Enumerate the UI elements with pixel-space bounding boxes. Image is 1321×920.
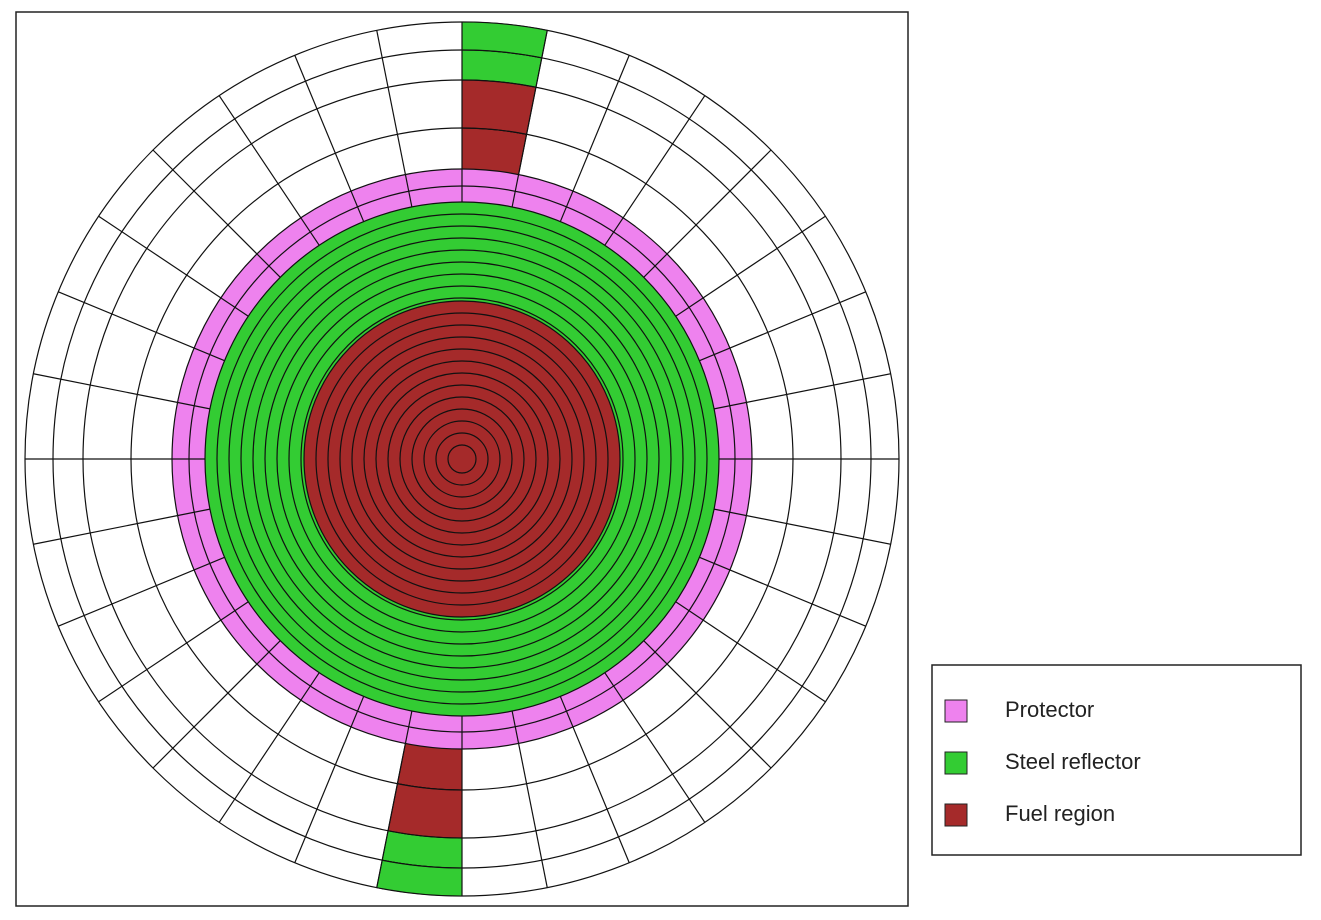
spoke [294,55,365,222]
spoke [559,696,630,863]
spoke [713,373,891,410]
region [461,127,528,177]
ring [447,444,477,474]
legend-swatch [944,803,968,827]
legend-label: Fuel region [1005,801,1115,826]
legend-swatch [944,699,968,723]
ring [351,348,573,570]
legend-swatch [944,751,968,775]
spoke [33,508,211,545]
spoke [218,672,320,823]
legend-label: Steel reflector [1005,749,1141,774]
spoke [152,640,281,769]
legend-label: Protector [1005,697,1094,722]
ring [276,273,648,645]
spoke [699,556,866,627]
spoke [675,215,826,317]
ring [252,249,672,669]
spoke [604,95,706,246]
ring [216,213,708,705]
ring [315,312,609,606]
spoke [294,696,365,863]
ring [375,372,549,546]
spoke [643,640,772,769]
ring [339,336,585,582]
ring [387,384,537,534]
ring [435,432,489,486]
spoke [152,149,281,278]
spoke [376,30,413,208]
ring [228,225,696,693]
ring [240,237,684,681]
legend-box [931,664,1302,856]
ring [399,396,525,522]
spoke [713,508,891,545]
spoke [33,373,211,410]
region [396,741,463,791]
region [387,783,463,839]
spoke [58,556,225,627]
ring [303,300,621,618]
spoke [643,149,772,278]
spoke [604,672,706,823]
ring [288,285,636,633]
spoke [58,291,225,362]
spoke [376,710,413,888]
spoke [699,291,866,362]
spoke [675,601,826,703]
ring [363,360,561,558]
ring [423,420,501,498]
ring [264,261,660,657]
region [461,79,537,135]
spoke [559,55,630,222]
ring [327,324,597,594]
spoke [511,710,548,888]
spoke [98,601,249,703]
ring [411,408,513,510]
spoke [98,215,249,317]
spoke [511,30,548,208]
ring [300,297,624,621]
spoke [218,95,320,246]
